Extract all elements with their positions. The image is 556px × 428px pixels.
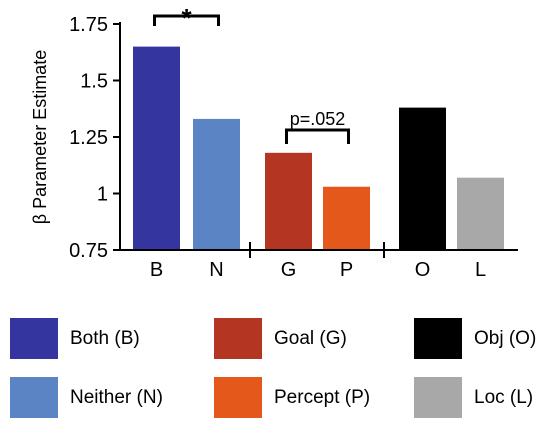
x-tick-label-b: B bbox=[150, 259, 163, 281]
bar-l bbox=[457, 177, 504, 250]
legend-label-goal: Goal (G) bbox=[274, 327, 347, 349]
goal-swatch bbox=[214, 318, 262, 359]
obj-swatch bbox=[414, 318, 462, 359]
significance-gp-label: p=.052 bbox=[290, 109, 346, 129]
y-tick-label: 1 bbox=[97, 184, 108, 206]
significance-bn-bracket bbox=[153, 14, 220, 26]
legend-item-both: Both (B) bbox=[10, 318, 140, 359]
both-swatch bbox=[10, 318, 58, 359]
bar-o bbox=[399, 107, 446, 251]
y-tick-label: 1.25 bbox=[69, 127, 108, 149]
bar-g bbox=[265, 152, 312, 250]
neither-swatch bbox=[10, 377, 58, 418]
legend-label-obj: Obj (O) bbox=[474, 327, 537, 349]
x-tick-label-p: P bbox=[340, 259, 353, 281]
percept-swatch bbox=[214, 377, 262, 418]
legend-item-goal: Goal (G) bbox=[214, 318, 347, 359]
legend-label-loc: Loc (L) bbox=[474, 386, 534, 408]
bar-p bbox=[323, 186, 370, 250]
y-axis-label: β Parameter Estimate bbox=[30, 50, 50, 224]
legend-item-percept: Percept (P) bbox=[214, 377, 370, 418]
x-tick-label-g: G bbox=[281, 259, 297, 281]
legend-item-loc: Loc (L) bbox=[414, 377, 533, 418]
x-tick-label-n: N bbox=[209, 259, 223, 281]
x-tick-label-o: O bbox=[415, 259, 431, 281]
legend-label-both: Both (B) bbox=[70, 327, 140, 349]
x-tick-label-l: L bbox=[475, 259, 486, 281]
legend-label-percept: Percept (P) bbox=[274, 386, 371, 408]
significance-gp-bracket bbox=[285, 128, 350, 144]
significance-bn-label: * bbox=[181, 3, 192, 33]
y-tick-label: 1.75 bbox=[69, 14, 108, 36]
legend-item-neither: Neither (N) bbox=[10, 377, 163, 418]
loc-swatch bbox=[414, 377, 462, 418]
y-tick-label: 1.5 bbox=[80, 71, 108, 93]
bar-chart: 0.75 1 1.25 1.5 1.75 β Parameter Estimate B N G P… bbox=[30, 3, 518, 281]
legend-item-obj: Obj (O) bbox=[414, 318, 536, 359]
legend-label-neither: Neither (N) bbox=[70, 386, 163, 408]
bar-n bbox=[193, 118, 240, 250]
y-tick-label: 0.75 bbox=[69, 240, 108, 262]
bar-b bbox=[133, 46, 180, 250]
